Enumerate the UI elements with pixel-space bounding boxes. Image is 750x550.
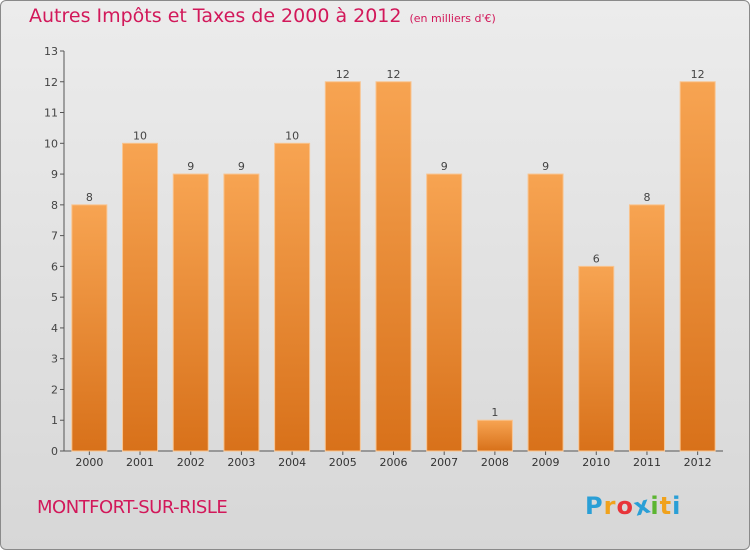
y-tick-label: 10 <box>44 137 58 150</box>
logo-letter: P <box>585 492 604 520</box>
y-tick-label: 12 <box>44 76 58 89</box>
y-tick-label: 1 <box>51 414 58 427</box>
logo-letter: t <box>659 492 673 520</box>
bar-value-label: 6 <box>593 252 600 265</box>
x-tick-label: 2002 <box>177 456 205 469</box>
y-tick-label: 7 <box>51 230 58 243</box>
x-tick-label: 2004 <box>278 456 306 469</box>
x-tick-label: 2003 <box>227 456 255 469</box>
bar <box>476 419 513 452</box>
x-tick-label: 2001 <box>126 456 154 469</box>
bar-value-label: 9 <box>238 160 245 173</box>
bar <box>628 204 665 452</box>
bar-value-label: 9 <box>542 160 549 173</box>
y-tick-label: 6 <box>51 260 58 273</box>
bar <box>324 81 361 452</box>
x-tick-label: 2010 <box>582 456 610 469</box>
bar <box>375 81 412 452</box>
bar-value-label: 12 <box>387 68 401 81</box>
bar <box>679 81 716 452</box>
bar-value-label: 1 <box>491 406 498 419</box>
x-tick-label: 2011 <box>633 456 661 469</box>
chart-unit: (en milliers d'€) <box>409 12 496 25</box>
bar <box>122 142 159 452</box>
x-tick-label: 2009 <box>532 456 560 469</box>
chart-value-labels: 8 10 9 9 10 12 12 9 1 9 6 8 12 <box>86 68 705 419</box>
x-tick-label: 2006 <box>380 456 408 469</box>
logo-letter: i <box>672 492 682 520</box>
y-tick-label: 4 <box>51 322 58 335</box>
bar <box>274 142 311 452</box>
bar-value-label: 8 <box>643 191 650 204</box>
proxiti-logo[interactable]: Proxiti <box>585 490 682 521</box>
chart-title: Autres Impôts et Taxes de 2000 à 2012 <box>29 5 402 27</box>
x-tick-label: 2008 <box>481 456 509 469</box>
y-tick-label: 0 <box>51 445 58 458</box>
y-tick-label: 13 <box>44 45 58 58</box>
y-tick-label: 11 <box>44 107 58 120</box>
x-tick-label: 2000 <box>75 456 103 469</box>
bar <box>172 173 209 452</box>
y-tick-label: 5 <box>51 291 58 304</box>
bar-value-label: 9 <box>187 160 194 173</box>
chart-title-group: Autres Impôts et Taxes de 2000 à 2012 (en… <box>29 5 496 27</box>
bar-value-label: 8 <box>86 191 93 204</box>
bar-value-label: 12 <box>336 68 350 81</box>
y-tick-label: 2 <box>51 383 58 396</box>
y-tick-label: 8 <box>51 199 58 212</box>
bar-value-label: 12 <box>691 68 705 81</box>
bar <box>527 173 564 452</box>
bar <box>578 265 615 452</box>
bar-value-label: 9 <box>441 160 448 173</box>
x-tick-label: 2007 <box>430 456 458 469</box>
logo-letter: i <box>650 492 660 520</box>
place-name: MONTFORT-SUR-RISLE <box>37 497 228 518</box>
bar <box>223 173 260 452</box>
x-tick-label: 2012 <box>684 456 712 469</box>
x-tick-label: 2005 <box>329 456 357 469</box>
bar-value-label: 10 <box>133 129 147 142</box>
logo-letter: r <box>603 492 617 520</box>
bar <box>426 173 463 452</box>
logo-letter: o <box>616 492 634 520</box>
y-tick-label: 3 <box>51 353 58 366</box>
bar-value-label: 10 <box>285 129 299 142</box>
y-tick-label: 9 <box>51 168 58 181</box>
chart-bars <box>71 81 716 452</box>
bar <box>71 204 108 452</box>
